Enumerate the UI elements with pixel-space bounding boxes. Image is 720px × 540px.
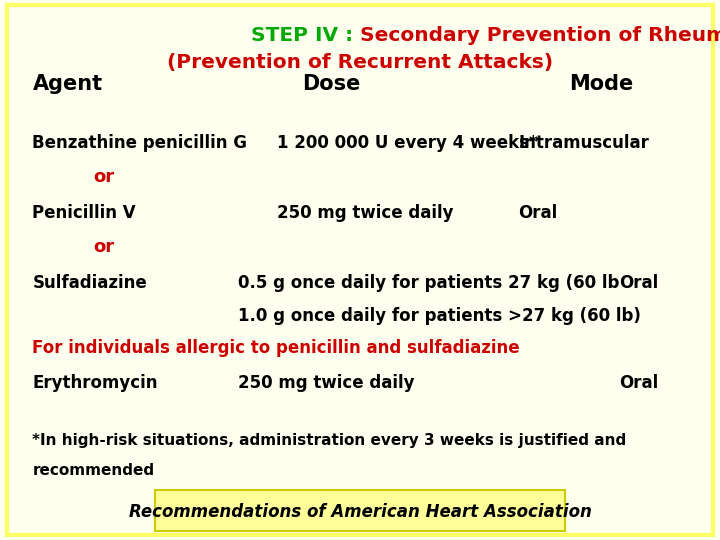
- Text: Sulfadiazine: Sulfadiazine: [32, 274, 147, 293]
- Text: Oral: Oral: [619, 374, 659, 393]
- Text: Agent: Agent: [32, 73, 102, 94]
- Text: or: or: [94, 168, 114, 186]
- FancyBboxPatch shape: [7, 5, 713, 535]
- Text: For individuals allergic to penicillin and sulfadiazine: For individuals allergic to penicillin a…: [32, 339, 520, 357]
- Text: Oral: Oral: [518, 204, 558, 222]
- Text: 250 mg twice daily: 250 mg twice daily: [238, 374, 414, 393]
- Text: Intramuscular: Intramuscular: [518, 134, 649, 152]
- Text: or: or: [94, 238, 114, 256]
- Text: Erythromycin: Erythromycin: [32, 374, 158, 393]
- Text: (Prevention of Recurrent Attacks): (Prevention of Recurrent Attacks): [167, 52, 553, 72]
- Text: 250 mg twice daily: 250 mg twice daily: [277, 204, 454, 222]
- FancyBboxPatch shape: [155, 490, 565, 531]
- Text: Secondary Prevention of Rheumatic Fever: Secondary Prevention of Rheumatic Fever: [360, 25, 720, 45]
- Text: 1.0 g once daily for patients >27 kg (60 lb): 1.0 g once daily for patients >27 kg (60…: [238, 307, 641, 325]
- Text: 1 200 000 U every 4 weeks*: 1 200 000 U every 4 weeks*: [277, 134, 538, 152]
- Text: Oral: Oral: [619, 274, 659, 293]
- Text: Benzathine penicillin G: Benzathine penicillin G: [32, 134, 248, 152]
- Text: *In high-risk situations, administration every 3 weeks is justified and: *In high-risk situations, administration…: [32, 433, 626, 448]
- Text: 0.5 g once daily for patients 27 kg (60 lb: 0.5 g once daily for patients 27 kg (60 …: [238, 274, 619, 293]
- Text: STEP IV :: STEP IV :: [251, 25, 360, 45]
- Text: Recommendations of American Heart Association: Recommendations of American Heart Associ…: [129, 503, 591, 521]
- Text: Penicillin V: Penicillin V: [32, 204, 136, 222]
- Text: Mode: Mode: [569, 73, 634, 94]
- Text: recommended: recommended: [32, 463, 155, 478]
- Text: Dose: Dose: [302, 73, 361, 94]
